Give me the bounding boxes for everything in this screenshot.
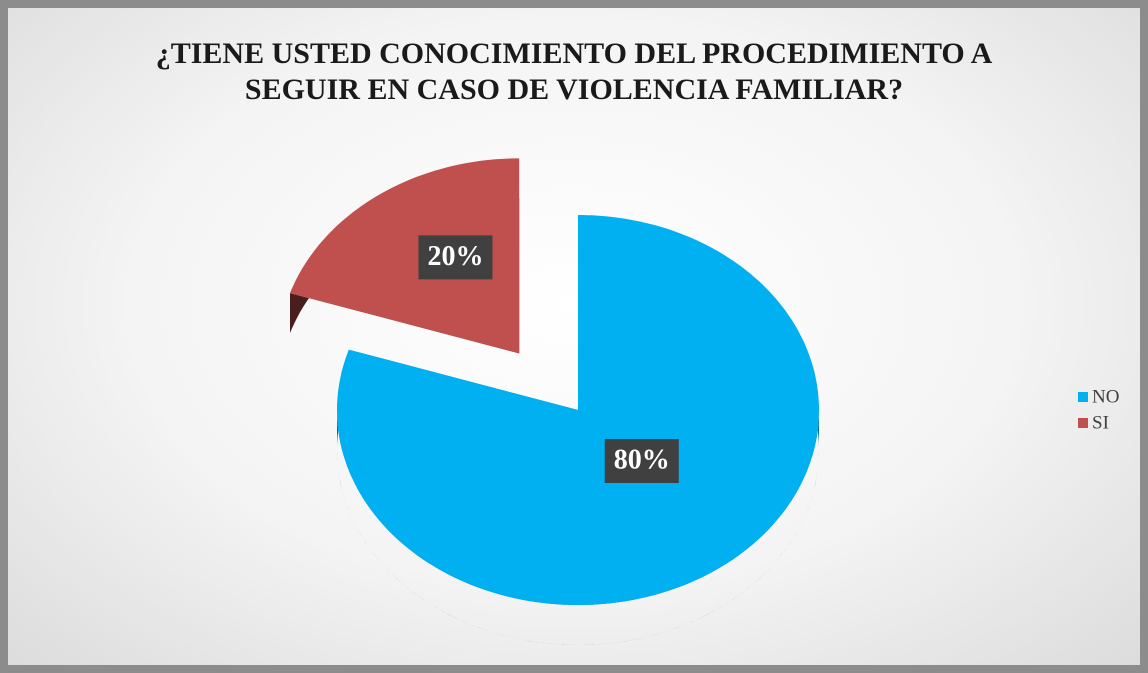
chart: 80% 20% NO SI bbox=[290, 158, 1119, 645]
data-label: 20% bbox=[427, 241, 483, 272]
legend-label: NO bbox=[1092, 386, 1119, 407]
data-label: 80% bbox=[614, 444, 670, 475]
slice bbox=[337, 215, 819, 605]
data-label-box bbox=[418, 235, 493, 280]
legend-label: SI bbox=[1092, 412, 1109, 433]
chart-title: ¿TIENE USTED CONOCIMIENTO DEL PROCEDIMIE… bbox=[155, 37, 993, 106]
data-label-box bbox=[604, 438, 679, 483]
slice bbox=[290, 158, 520, 354]
legend-swatch bbox=[1078, 418, 1088, 428]
legend-swatch bbox=[1078, 392, 1088, 402]
